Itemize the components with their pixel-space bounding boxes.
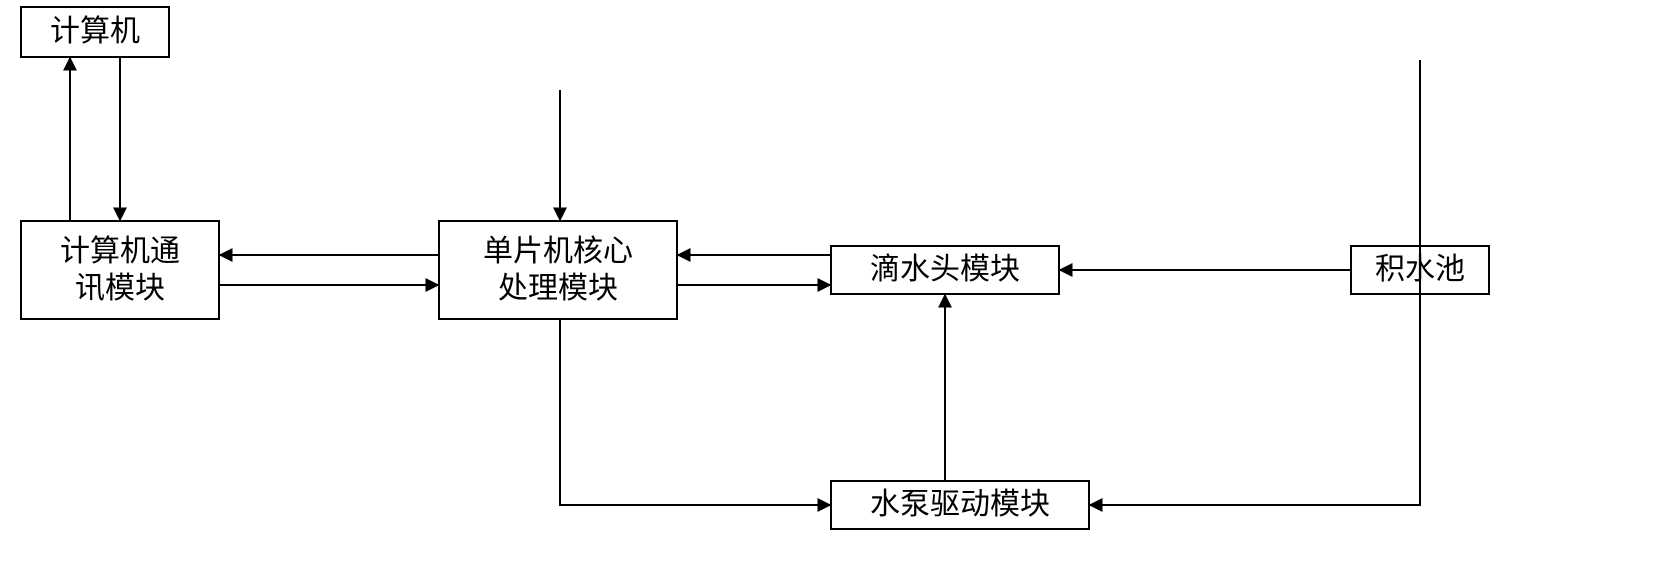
node-mcu-core: 单片机核心 处理模块 <box>438 220 678 320</box>
node-sprinkler-label: 滴水头模块 <box>870 251 1020 289</box>
node-reservoir-label: 积水池 <box>1375 251 1465 289</box>
node-comm-module: 计算机通 讯模块 <box>20 220 220 320</box>
node-comm-module-label: 计算机通 讯模块 <box>60 233 180 308</box>
node-pump-driver: 水泵驱动模块 <box>830 480 1090 530</box>
node-reservoir: 积水池 <box>1350 245 1490 295</box>
node-computer-label: 计算机 <box>50 13 140 51</box>
node-pump-driver-label: 水泵驱动模块 <box>870 486 1050 524</box>
node-mcu-core-label: 单片机核心 处理模块 <box>483 233 633 308</box>
node-sprinkler: 滴水头模块 <box>830 245 1060 295</box>
node-computer: 计算机 <box>20 6 170 58</box>
